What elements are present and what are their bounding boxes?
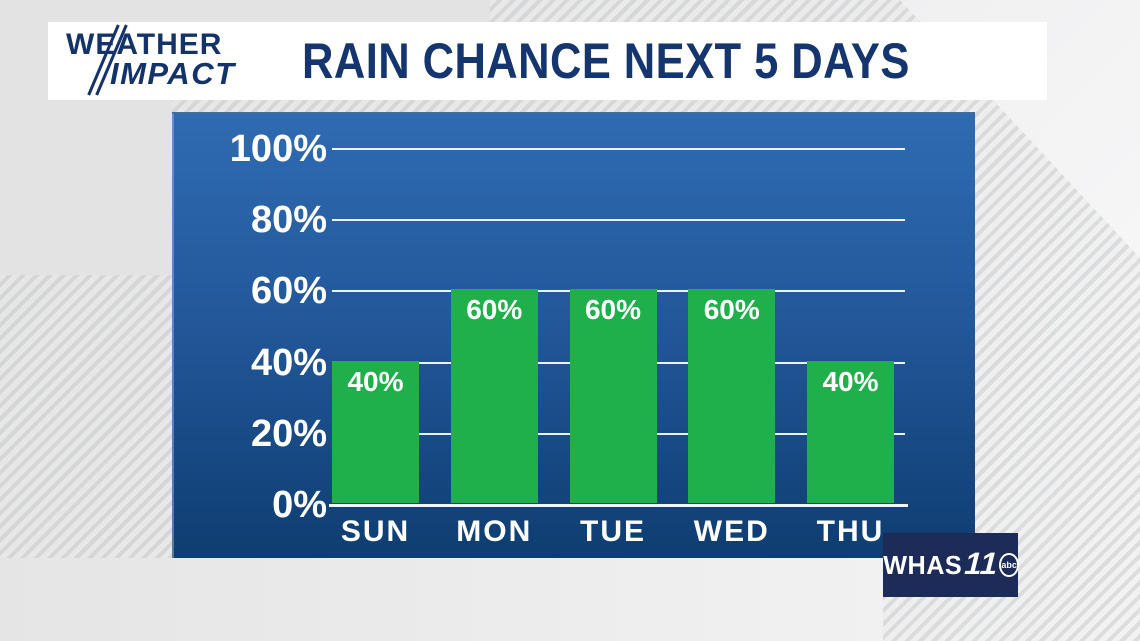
bar-column-mon: 60% MON: [450, 149, 538, 558]
x-axis-label: WED: [693, 515, 770, 548]
abc-network-icon: abc: [999, 553, 1019, 577]
x-axis-label: TUE: [580, 515, 646, 548]
brand-impact-text: IMPACT: [110, 56, 236, 91]
y-tick-label: 60%: [250, 270, 327, 313]
chart-bars: 40% SUN 60% MON 60% TUE 60% WED 40% THU: [332, 149, 894, 558]
chart-gridline: [332, 219, 905, 222]
page-title: RAIN CHANCE NEXT 5 DAYS: [302, 33, 910, 89]
y-tick-label: 40%: [250, 341, 327, 384]
x-axis-label: SUN: [340, 515, 411, 548]
brand-weather-text: WEATHER: [66, 28, 223, 61]
bar-column-wed: 60% WED: [688, 149, 776, 558]
whas11-station-logo: WHAS 11 abc: [883, 533, 1019, 597]
bar-sun: 40%: [332, 360, 419, 503]
chart-baseline: [329, 504, 908, 507]
bar-value-label: 40%: [347, 365, 404, 397]
y-tick-label: 0%: [272, 484, 327, 526]
weather-impact-logo: WEATHER IMPACT: [66, 24, 281, 96]
abc-network-text: abc: [1001, 560, 1017, 570]
bar-column-tue: 60% TUE: [569, 149, 657, 558]
y-tick-label: 20%: [250, 412, 327, 455]
bar-value-label: 60%: [466, 294, 523, 326]
background-plain-patch: [0, 0, 490, 25]
rain-chance-bar-chart: 100% 80% 60% 40% 20% 0% 40% SUN 60% MON 60% TUE 60%…: [172, 112, 975, 558]
bar-column-sun: 40% SUN: [332, 149, 419, 558]
bar-mon: 60%: [450, 289, 538, 503]
station-callsign: WHAS: [883, 549, 963, 580]
bar-wed: 60%: [688, 289, 776, 503]
station-channel-number: 11: [960, 546, 1002, 581]
bar-tue: 60%: [569, 289, 657, 503]
bar-value-label: 60%: [703, 294, 760, 326]
x-axis-label: THU: [816, 515, 885, 548]
bar-value-label: 60%: [584, 294, 642, 326]
y-tick-label: 80%: [250, 199, 327, 242]
header-band: WEATHER IMPACT RAIN CHANCE NEXT 5 DAYS: [48, 22, 1047, 100]
bar-value-label: 40%: [822, 365, 879, 397]
bar-column-thu: 40% THU: [807, 149, 894, 558]
y-tick-label: 100%: [229, 128, 327, 170]
background-plain-patch: [0, 558, 883, 641]
x-axis-label: MON: [456, 515, 533, 548]
chart-gridline: [332, 148, 905, 150]
bar-thu: 40%: [807, 360, 894, 503]
